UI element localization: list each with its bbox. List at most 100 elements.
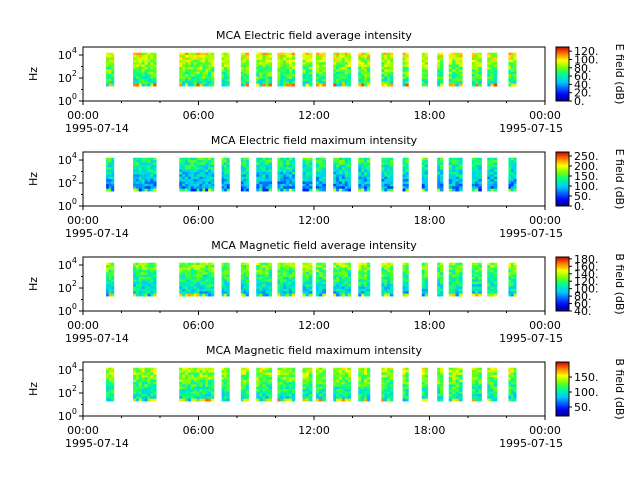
spectrogram-cell: [508, 71, 512, 75]
spectrogram-cell: [179, 164, 183, 168]
spectrogram-cell: [288, 169, 293, 173]
spectrogram-cell: [288, 272, 293, 275]
spectrogram-cell: [319, 274, 323, 278]
spectrogram-cell: [421, 367, 426, 371]
spectrogram-cell: [138, 281, 143, 285]
spectrogram-cell: [510, 284, 514, 287]
spectrogram-cell: [302, 66, 307, 70]
spectrogram-cell: [196, 169, 200, 173]
spectrogram-cell: [179, 66, 183, 70]
spectrogram-cell: [458, 186, 463, 190]
spectrogram-cell: [358, 188, 362, 192]
spectrogram-cell: [135, 372, 140, 376]
spectrogram-cell: [135, 59, 140, 63]
colorbar-tick-label: 250.: [574, 150, 599, 163]
spectrogram-cell: [108, 372, 112, 376]
spectrogram-cell: [384, 291, 388, 295]
spectrogram-cell: [452, 62, 456, 65]
spectrogram-cell: [208, 381, 212, 385]
spectrogram-cell: [147, 183, 151, 187]
spectrogram-cell: [361, 288, 365, 292]
spectrogram-cell: [286, 384, 290, 388]
spectrogram-cell: [381, 377, 385, 380]
spectrogram-cell: [291, 265, 296, 268]
spectrogram-cell: [308, 66, 313, 70]
spectrogram-cell: [265, 367, 269, 371]
spectrogram-cell: [291, 188, 296, 192]
spectrogram-cell: [147, 81, 151, 85]
spectrogram-cell: [108, 370, 112, 373]
spectrogram-cell: [475, 162, 479, 166]
spectrogram-cell: [111, 265, 115, 268]
spectrogram-cell: [226, 162, 230, 166]
spectrogram-cell: [471, 267, 476, 271]
spectrogram-cell: [208, 274, 212, 278]
spectrogram-cell: [390, 174, 394, 178]
spectrogram-cell: [288, 372, 293, 376]
spectrogram-cell: [475, 284, 479, 287]
spectrogram-cell: [224, 396, 228, 400]
spectrogram-cell: [226, 171, 230, 175]
spectrogram-cell: [452, 78, 456, 82]
colorbar-tick-label: 40.: [574, 305, 592, 318]
spectrogram-cell: [364, 396, 368, 400]
spectrogram-cell: [291, 389, 296, 392]
spectrogram-cell: [208, 389, 212, 392]
spectrogram-cell: [421, 188, 426, 192]
spectrogram-cell: [402, 160, 406, 163]
spectrogram-cell: [280, 367, 284, 371]
spectrogram-cell: [333, 374, 337, 378]
spectrogram-cell: [283, 66, 287, 70]
spectrogram-cell: [256, 78, 260, 82]
spectrogram-cell: [424, 176, 428, 180]
spectrogram-cell: [288, 176, 293, 180]
spectrogram-cell: [302, 396, 307, 400]
spectrogram-cell: [199, 291, 203, 295]
spectrogram-cell: [402, 398, 406, 402]
spectrogram-cell: [106, 367, 110, 371]
spectrogram-cell: [424, 276, 428, 280]
spectrogram-cell: [475, 176, 479, 180]
spectrogram-cell: [150, 398, 154, 402]
spectrogram-cell: [421, 174, 426, 178]
spectrogram-cell: [226, 62, 230, 65]
spectrogram-cell: [381, 169, 385, 173]
spectrogram-cell: [240, 281, 244, 285]
spectrogram-cell: [211, 157, 215, 161]
spectrogram-cell: [265, 81, 269, 85]
spectrogram-cell: [211, 398, 215, 402]
spectrogram-cell: [302, 167, 307, 170]
spectrogram-cell: [319, 71, 323, 75]
spectrogram-cell: [106, 281, 110, 285]
spectrogram-cell: [221, 293, 225, 297]
spectrogram-cell: [185, 71, 189, 75]
spectrogram-cell: [259, 74, 263, 77]
spectrogram-cell: [291, 81, 296, 85]
spectrogram-cell: [108, 71, 112, 75]
spectrogram-cell: [141, 391, 145, 395]
spectrogram-cell: [202, 377, 206, 380]
spectrogram-cell: [202, 367, 206, 371]
spectrogram-cell: [402, 78, 406, 82]
spectrogram-cell: [153, 162, 157, 166]
spectrogram-cell: [344, 269, 349, 273]
spectrogram-cell: [487, 274, 491, 278]
spectrogram-cell: [424, 69, 428, 73]
spectrogram-cell: [205, 293, 209, 297]
spectrogram-cell: [510, 391, 514, 395]
spectrogram-cell: [138, 57, 143, 61]
spectrogram-cell: [339, 393, 343, 397]
data-interval-8: [302, 262, 313, 297]
spectrogram-cell: [138, 367, 143, 371]
spectrogram-cell: [245, 284, 249, 287]
spectrogram-cell: [190, 276, 195, 280]
spectrogram-cell: [288, 74, 293, 77]
spectrogram-cell: [341, 370, 346, 373]
spectrogram-cell: [341, 76, 346, 80]
spectrogram-cell: [336, 284, 340, 287]
spectrogram-cell: [487, 389, 491, 392]
spectrogram-cell: [475, 267, 479, 271]
data-interval-3: [179, 157, 215, 192]
spectrogram-cell: [333, 167, 337, 170]
spectrogram-cell: [262, 174, 266, 178]
